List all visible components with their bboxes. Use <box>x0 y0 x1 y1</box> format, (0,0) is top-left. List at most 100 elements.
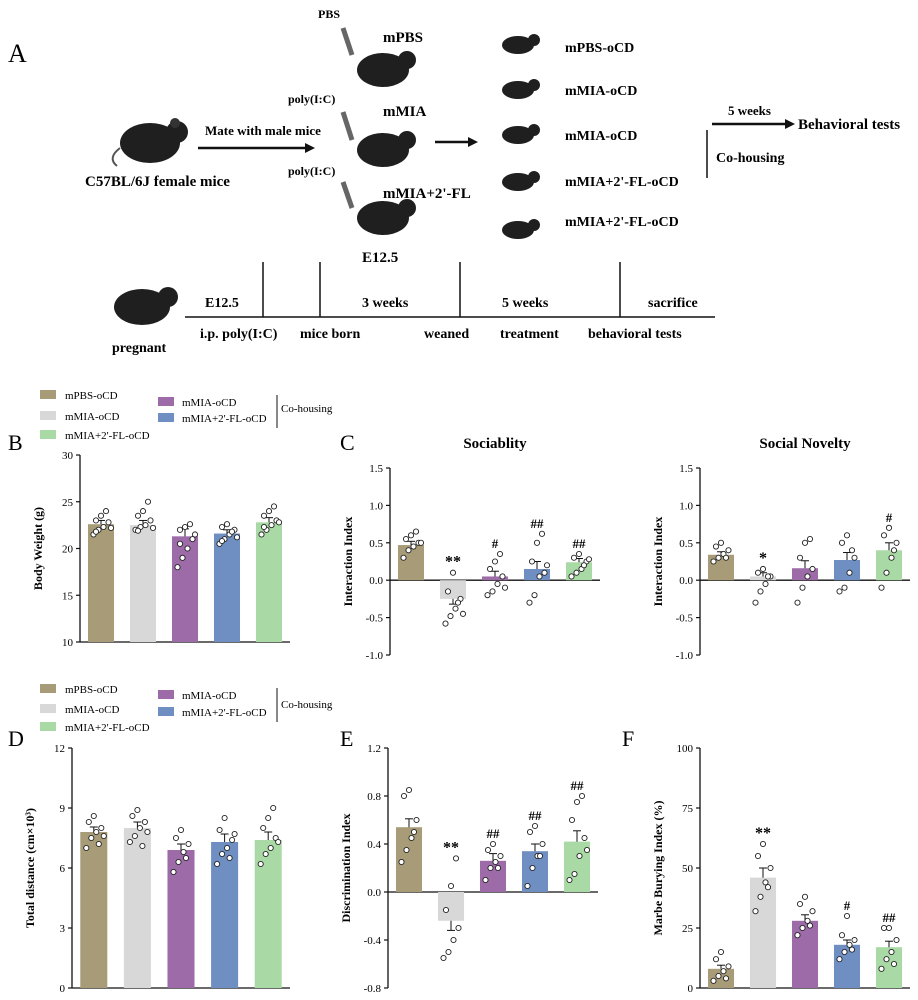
data-point <box>886 925 891 930</box>
data-point <box>408 533 413 538</box>
data-point <box>93 529 98 534</box>
data-point <box>534 540 539 545</box>
data-point <box>721 969 726 974</box>
chart-title: Sociablity <box>463 436 527 452</box>
y-tick-label: 0.8 <box>367 791 381 803</box>
data-point <box>222 815 227 820</box>
data-point <box>148 518 153 523</box>
data-point <box>217 827 222 832</box>
mmia-label: mMIA <box>383 104 426 120</box>
significance-mark: * <box>759 550 767 567</box>
y-tick-label: 100 <box>677 743 694 755</box>
data-point <box>584 847 589 852</box>
data-point <box>140 843 145 848</box>
data-point <box>96 841 101 846</box>
data-point <box>192 532 197 537</box>
data-point <box>175 565 180 570</box>
data-point <box>498 853 503 858</box>
data-point <box>443 621 448 626</box>
mpbs-label: mPBS <box>383 30 423 46</box>
data-point <box>132 833 137 838</box>
data-point <box>182 524 187 529</box>
data-point <box>271 805 276 810</box>
data-point <box>101 524 106 529</box>
data-point <box>574 570 579 575</box>
mouse-icon <box>113 118 188 166</box>
significance-mark: # <box>886 510 893 525</box>
mouse-icon <box>357 199 416 235</box>
legend-label: mMIA+2'-FL-oCD <box>182 413 267 425</box>
chart-social-novelty: Social Novelty-1.0-0.50.00.51.01.5Intera… <box>651 436 910 662</box>
legend-label: mMIA-oCD <box>65 411 119 423</box>
data-point <box>527 600 532 605</box>
y-axis-label: Interaction Index <box>341 517 355 607</box>
data-point <box>539 531 544 536</box>
timeline-top-label: E12.5 <box>205 296 239 311</box>
legend-bottom: mPBS-oCD mMIA-oCD mMIA+2'-FL-oCD mMIA-oC… <box>40 684 333 734</box>
legend-swatch <box>40 704 56 713</box>
y-tick-label: 0.5 <box>679 538 693 550</box>
data-point <box>232 831 237 836</box>
data-point <box>574 799 579 804</box>
data-point <box>800 925 805 930</box>
data-point <box>579 793 584 798</box>
significance-mark: ## <box>571 778 585 793</box>
data-point <box>718 540 723 545</box>
significance-mark: ## <box>529 808 543 823</box>
data-point <box>758 589 763 594</box>
data-point <box>765 574 770 579</box>
data-point <box>219 524 224 529</box>
data-point <box>142 819 147 824</box>
legend-cohousing: Co-housing <box>281 403 333 415</box>
data-point <box>753 600 758 605</box>
data-point <box>86 819 91 824</box>
data-point <box>171 869 176 874</box>
pbs-label: PBS <box>318 7 340 21</box>
significance-mark: ** <box>755 825 771 842</box>
y-tick-label: 15 <box>62 590 74 602</box>
legend-swatch <box>40 722 56 731</box>
significance-mark: # <box>844 898 851 913</box>
data-point <box>108 525 113 530</box>
data-point <box>542 570 547 575</box>
y-axis-label: Interaction Index <box>651 517 665 607</box>
data-point <box>145 829 150 834</box>
chart-body-weight: 1015202530Body Weight (g) <box>31 450 290 649</box>
y-tick-label: -0.8 <box>364 983 382 995</box>
group-label: mMIA+2'-FL-oCD <box>565 215 679 230</box>
y-tick-label: 1.2 <box>367 743 381 755</box>
bar <box>792 921 818 988</box>
data-point <box>844 913 849 918</box>
bar <box>214 534 240 642</box>
syringe-icon <box>343 28 352 208</box>
mouse-icon <box>357 51 416 87</box>
data-point <box>181 849 186 854</box>
legend-label: mMIA+2'-FL-oCD <box>65 722 150 734</box>
data-point <box>445 589 450 594</box>
y-tick-label: 0.4 <box>367 839 381 851</box>
timeline-top-label: 5 weeks <box>502 296 549 311</box>
data-point <box>406 548 411 553</box>
data-point <box>180 555 185 560</box>
data-point <box>266 509 271 514</box>
data-point <box>755 853 760 858</box>
data-point <box>187 522 192 527</box>
data-point <box>276 520 281 525</box>
data-point <box>490 841 495 846</box>
data-point <box>145 499 150 504</box>
data-point <box>493 859 498 864</box>
data-point <box>453 856 458 861</box>
data-point <box>805 574 810 579</box>
data-point <box>527 829 532 834</box>
y-tick-label: -0.4 <box>364 935 382 947</box>
data-point <box>488 865 493 870</box>
data-point <box>500 574 505 579</box>
significance-mark: ** <box>445 554 461 571</box>
data-point <box>234 535 239 540</box>
data-point <box>572 871 577 876</box>
data-point <box>490 589 495 594</box>
weeks-label: 5 weeks <box>728 103 771 118</box>
panel-label-e: E <box>340 726 353 751</box>
data-point <box>401 793 406 798</box>
